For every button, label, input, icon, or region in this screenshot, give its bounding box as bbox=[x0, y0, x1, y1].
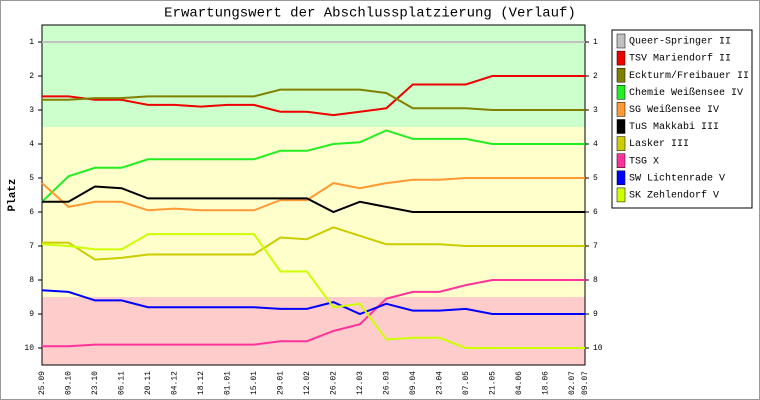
y-tick-label: 10 bbox=[24, 344, 34, 353]
y-tick-label: 4 bbox=[29, 140, 34, 149]
legend-swatch bbox=[616, 170, 626, 186]
y-tick-label: 7 bbox=[29, 242, 34, 251]
legend-label: TSV Mariendorf II bbox=[629, 53, 731, 65]
x-tick-label: 12.02 bbox=[303, 371, 312, 395]
legend-swatch bbox=[616, 187, 626, 203]
x-tick-label: 12.03 bbox=[356, 371, 365, 395]
legend-swatch bbox=[616, 67, 626, 83]
legend-label: Lasker III bbox=[629, 138, 689, 150]
y-tick-label-right: 5 bbox=[593, 174, 598, 183]
x-tick-label: 09.07 bbox=[581, 371, 590, 395]
y-tick-label-right: 7 bbox=[593, 242, 598, 251]
series-line bbox=[41, 289, 585, 316]
x-tick-label: 04.06 bbox=[515, 371, 524, 395]
x-tick-label: 15.01 bbox=[250, 371, 259, 395]
series-line bbox=[42, 279, 585, 348]
y-tick-label: 6 bbox=[29, 208, 34, 217]
y-tick-label: 9 bbox=[29, 310, 34, 319]
x-tick-label: 23.04 bbox=[435, 371, 444, 395]
y-axis-label: Platz bbox=[7, 178, 19, 211]
y-tick-label: 1 bbox=[29, 38, 34, 47]
y-tick-label: 8 bbox=[29, 276, 34, 285]
x-tick-label: 07.05 bbox=[462, 371, 471, 395]
y-tick-label: 2 bbox=[29, 72, 34, 81]
legend-swatch bbox=[616, 102, 626, 117]
legend-label: SW Lichtenrade V bbox=[629, 172, 725, 184]
y-tick-label-right: 4 bbox=[593, 140, 598, 149]
series-line bbox=[42, 226, 585, 261]
legend-label: TuS Makkabi III bbox=[629, 121, 719, 133]
series-line bbox=[42, 88, 585, 111]
series-line bbox=[42, 75, 585, 117]
legend-swatch bbox=[616, 153, 626, 168]
y-tick-label-right: 1 bbox=[593, 38, 598, 47]
legend-swatch bbox=[616, 119, 626, 134]
legend-swatch bbox=[616, 50, 626, 66]
y-tick-label-right: 10 bbox=[593, 344, 603, 353]
series-line bbox=[41, 233, 585, 349]
legend-label: Eckturm/Freibauer II bbox=[629, 70, 749, 82]
x-tick-label: 21.05 bbox=[488, 371, 497, 395]
legend-label: SG Weißensee IV bbox=[629, 104, 719, 116]
legend-swatch bbox=[616, 85, 626, 100]
legend-label: Queer-Springer II bbox=[629, 36, 731, 48]
x-tick-label: 29.01 bbox=[276, 371, 285, 395]
y-tick-label-right: 9 bbox=[593, 310, 598, 319]
series-line bbox=[42, 185, 585, 214]
legend-swatch bbox=[616, 136, 626, 151]
legend-label: Chemie Weißensee IV bbox=[629, 87, 743, 99]
series-line bbox=[41, 177, 585, 212]
y-tick-label-right: 3 bbox=[593, 106, 598, 115]
x-tick-label: 18.06 bbox=[541, 371, 550, 395]
y-tick-label-right: 8 bbox=[593, 276, 598, 285]
x-tick-label: 23.10 bbox=[91, 371, 100, 395]
chart-title: Erwartungswert der Abschlussplatzierung … bbox=[164, 6, 576, 22]
x-tick-label: 04.12 bbox=[171, 371, 180, 395]
plot-border bbox=[41, 24, 586, 366]
series-line bbox=[41, 129, 585, 203]
background-band bbox=[42, 297, 585, 365]
legend-box bbox=[611, 29, 753, 209]
legend-label: SK Zehlendorf V bbox=[629, 190, 719, 202]
x-tick-label: 20.11 bbox=[144, 371, 153, 395]
x-tick-label: 09.04 bbox=[409, 371, 418, 395]
x-tick-label: 09.10 bbox=[65, 371, 74, 395]
x-tick-label: 26.03 bbox=[382, 371, 391, 395]
x-tick-label: 01.01 bbox=[224, 371, 233, 395]
x-tick-label: 06.11 bbox=[118, 371, 127, 395]
legend-swatch bbox=[616, 33, 626, 49]
y-tick-label-right: 2 bbox=[593, 72, 598, 81]
x-tick-label: 02.07 bbox=[568, 371, 577, 395]
legend-label: TSG X bbox=[629, 156, 659, 167]
x-tick-label: 18.12 bbox=[197, 371, 206, 395]
y-tick-label: 3 bbox=[29, 106, 34, 115]
x-tick-label: 25.09 bbox=[38, 371, 47, 395]
y-tick-label: 5 bbox=[29, 174, 34, 183]
y-tick-label-right: 6 bbox=[593, 208, 598, 217]
x-tick-label: 26.02 bbox=[329, 371, 338, 395]
